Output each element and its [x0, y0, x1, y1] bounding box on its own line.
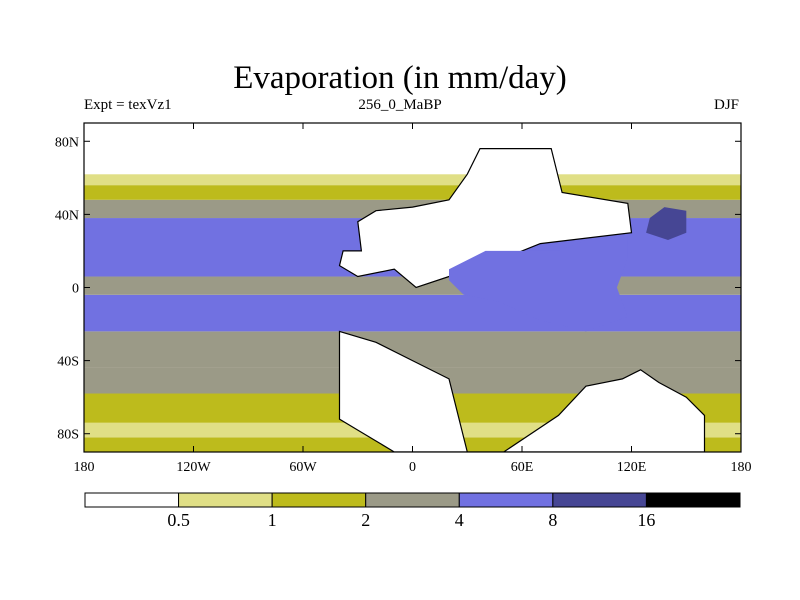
colorbar-label-0: 0.5: [167, 510, 190, 530]
colorbar-box-6: [645, 492, 741, 508]
colorbar-box-5: [552, 492, 647, 508]
y-tick-label-2: 0: [72, 282, 79, 297]
time-label: 256_0_MaBP: [358, 97, 442, 113]
colorbar-box-0: [84, 492, 180, 508]
lat-band-11: [84, 123, 741, 175]
x-tick-label-0: 180: [74, 460, 95, 475]
colorbar-label-4: 8: [548, 510, 557, 530]
y-tick-label-3: 40S: [57, 355, 79, 370]
x-tick-label-1: 120W: [176, 460, 211, 475]
colorbar-box-2: [271, 492, 367, 508]
colorbar-label-1: 1: [268, 510, 277, 530]
north-continent: [338, 148, 633, 289]
season-label: DJF: [713, 97, 739, 113]
x-tick-label-3: 0: [409, 460, 416, 475]
colorbar-label-2: 2: [361, 510, 370, 530]
y-tick-label-4: 80S: [57, 428, 79, 443]
colorbar-label-3: 4: [455, 510, 464, 530]
lat-band-9: [84, 185, 741, 200]
east-sea: [449, 236, 628, 332]
x-tick-label-2: 60W: [289, 460, 317, 475]
northeast-warm-pool: [646, 207, 687, 240]
colorbar-box-3: [365, 492, 460, 508]
y-tick-label-0: 80N: [55, 135, 79, 150]
lat-band-10: [84, 174, 741, 186]
south-continent: [338, 330, 706, 452]
experiment-label: Expt = texVz1: [84, 97, 172, 113]
colorbar-box-1: [178, 492, 273, 508]
x-tick-label-5: 120E: [617, 460, 647, 475]
colorbar-box-4: [458, 492, 554, 508]
lat-band-5: [84, 294, 741, 332]
y-tick-label-1: 40N: [55, 208, 79, 223]
chart-title: Evaporation (in mm/day): [233, 60, 567, 96]
x-tick-label-6: 180: [731, 460, 752, 475]
colorbar-label-5: 16: [637, 510, 655, 530]
x-tick-label-4: 60E: [511, 460, 534, 475]
